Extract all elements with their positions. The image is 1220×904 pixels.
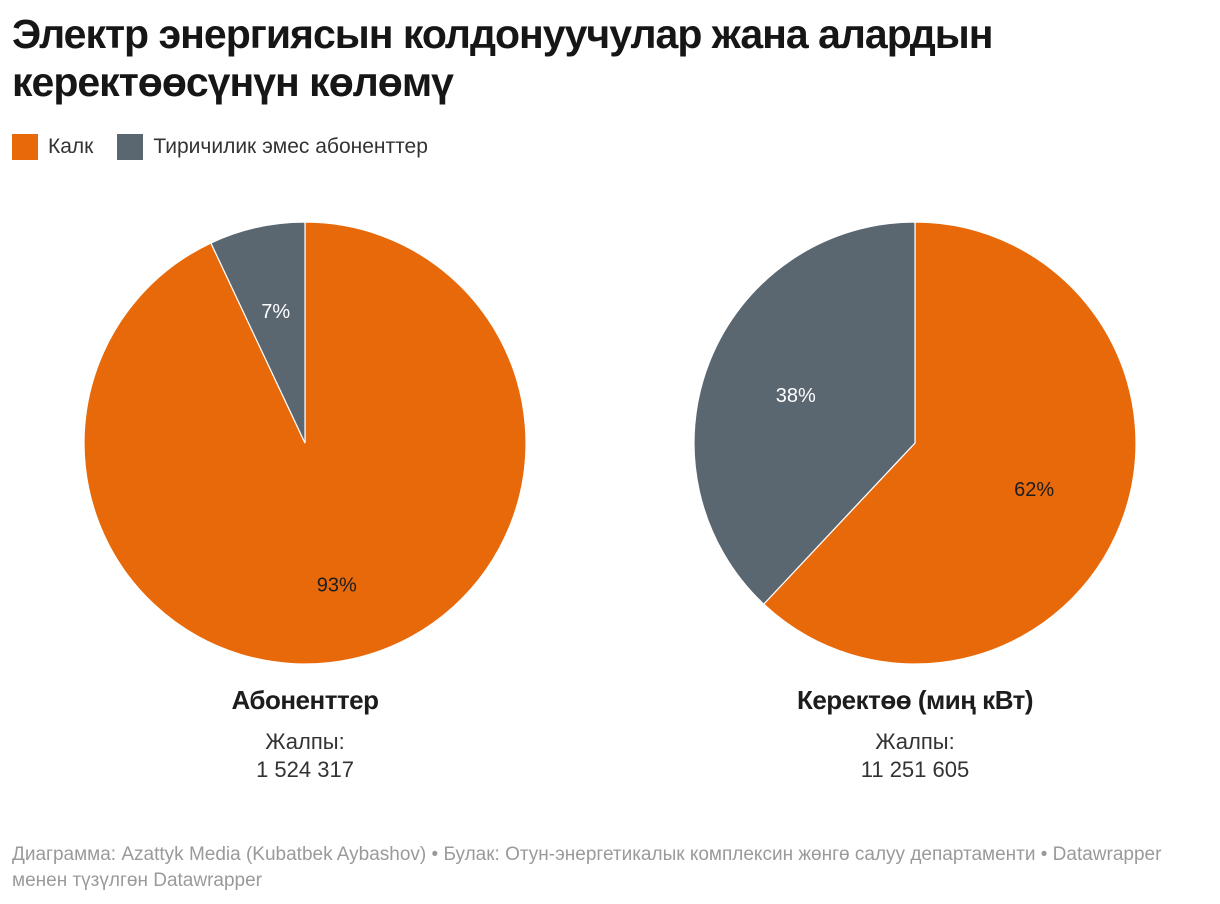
pie-title-subscribers: Абоненттер bbox=[231, 685, 379, 715]
pie-chart-consumption: 62% 38% bbox=[693, 221, 1137, 665]
pie-slice-label: 38% bbox=[776, 385, 816, 407]
footer-credit: Диаграмма: Azattyk Media (Kubatbek Aybas… bbox=[12, 844, 1162, 891]
pie-charts: 93% 7% 62% 38% bbox=[83, 221, 1137, 665]
pie-slice-label: 7% bbox=[261, 301, 290, 323]
legend: Калк Тиричилик эмес абоненттер bbox=[12, 134, 452, 160]
pie-total-label-subscribers: Жалпы: bbox=[265, 729, 345, 754]
pie-chart-subscribers: 93% 7% bbox=[83, 221, 527, 665]
chart-title: Электр энергиясын колдонуучулар жана ала… bbox=[12, 11, 994, 105]
pie-slice-non-household bbox=[210, 221, 306, 444]
legend-swatch-kalk bbox=[12, 134, 38, 160]
pie-total-label-consumption: Жалпы: bbox=[875, 729, 955, 754]
legend-label-kalk: Калк bbox=[48, 135, 94, 158]
legend-item-non-household: Тиричилик эмес абоненттер bbox=[117, 134, 428, 160]
pie-slice-label: 62% bbox=[1014, 479, 1054, 501]
legend-label-non-household: Тиричилик эмес абоненттер bbox=[153, 135, 428, 158]
pie-slice-non-household bbox=[693, 221, 916, 605]
pie-slice-kalk bbox=[762, 221, 1137, 665]
legend-swatch-non-household bbox=[117, 134, 144, 160]
pie-total-value-consumption: 11 251 605 bbox=[860, 757, 970, 782]
pie-slice-label: 93% bbox=[317, 574, 357, 596]
pie-total-value-subscribers: 1 524 317 bbox=[256, 757, 354, 782]
pie-title-consumption: Керектөө (миң кВт) bbox=[796, 685, 1034, 715]
legend-item-kalk: Калк bbox=[12, 134, 93, 160]
